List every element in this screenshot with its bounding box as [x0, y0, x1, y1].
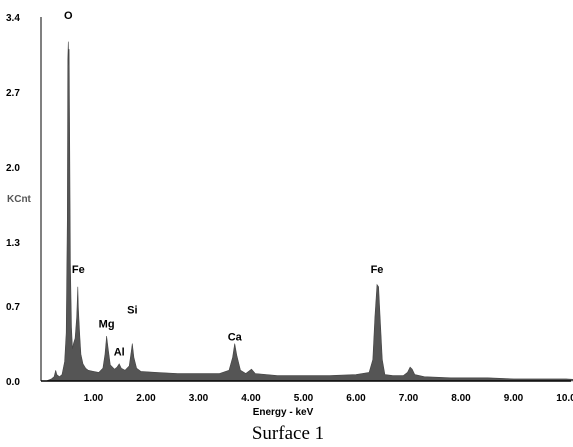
peak-label: Fe	[371, 264, 384, 276]
y-axis-ticks: 0.0 0.7 1.3 2.0 2.7 3.4	[6, 13, 20, 388]
x-tick-label: 2.00	[136, 393, 156, 404]
y-tick-label: 3.4	[6, 13, 20, 24]
y-tick-label: 1.3	[6, 238, 20, 249]
x-tick-label: 5.00	[294, 393, 314, 404]
x-tick-label: 4.00	[241, 393, 261, 404]
x-tick-label: 9.00	[504, 393, 524, 404]
y-tick-label: 2.7	[6, 88, 20, 99]
peak-label: Al	[114, 346, 125, 358]
x-tick-label: 6.00	[346, 393, 366, 404]
spectrum-area	[46, 41, 573, 382]
x-axis-ticks: 1.00 2.00 3.00 4.00 5.00 6.00 7.00 8.00 9.00 10.0	[84, 393, 573, 404]
peak-label: Ca	[228, 331, 243, 343]
x-tick-label: 10.0	[556, 393, 573, 404]
x-axis-label: Energy - keV	[253, 407, 314, 418]
x-tick-label: 8.00	[451, 393, 471, 404]
y-tick-label: 2.0	[6, 163, 20, 174]
peak-labels: O Fe Mg Si Al Ca Fe	[64, 10, 383, 358]
peak-label: Si	[127, 305, 137, 317]
x-tick-label: 7.00	[399, 393, 419, 404]
y-tick-label: 0.0	[6, 377, 20, 388]
peak-label: Fe	[72, 264, 85, 276]
x-tick-label: 1.00	[84, 393, 104, 404]
peak-label: Mg	[99, 318, 115, 330]
y-tick-label: 0.7	[6, 302, 20, 313]
x-tick-label: 3.00	[189, 393, 209, 404]
chart-title: Surface 1	[252, 423, 324, 444]
peak-label: O	[64, 10, 73, 22]
y-axis-label: KCnt	[7, 194, 32, 205]
